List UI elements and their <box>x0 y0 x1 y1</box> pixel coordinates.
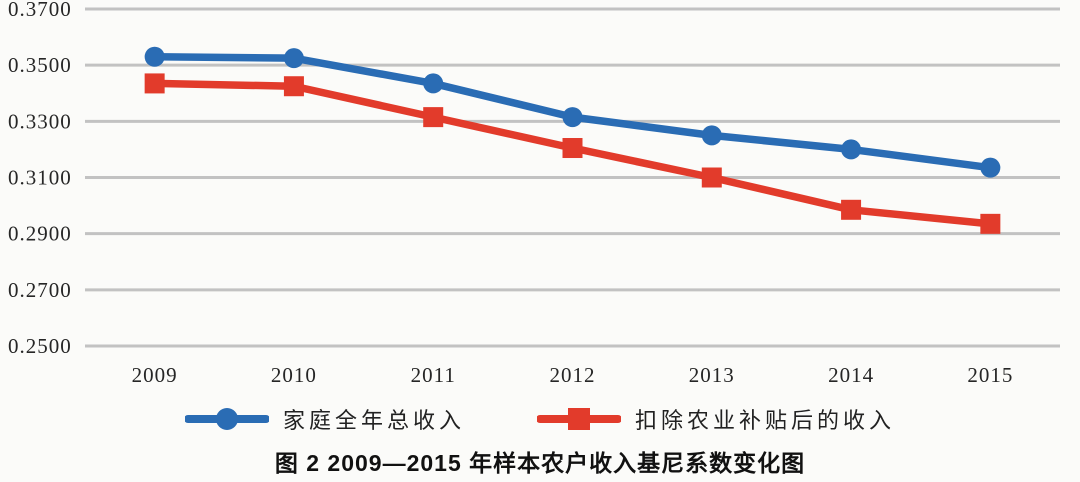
chart-legend: 家庭全年总收入 扣除农业补贴后的收入 <box>0 396 1080 442</box>
legend-label-total-income: 家庭全年总收入 <box>282 408 465 433</box>
figure-caption: 图 2 2009—2015 年样本农户收入基尼系数变化图 <box>274 450 806 476</box>
data-point-marker <box>423 73 444 94</box>
data-point-marker <box>144 73 165 94</box>
data-point-marker <box>144 46 165 67</box>
data-point-marker <box>283 76 304 97</box>
y-tick-label: 0.2900 <box>8 222 72 246</box>
x-tick-label: 2009 <box>132 363 178 387</box>
data-point-marker <box>562 138 583 159</box>
x-tick-label: 2013 <box>689 363 735 387</box>
x-tick-label: 2012 <box>550 363 596 387</box>
data-point-marker <box>980 213 1001 234</box>
x-tick-label: 2011 <box>411 363 456 387</box>
y-tick-label: 0.3700 <box>8 0 72 21</box>
legend-item-total-income: 家庭全年总收入 <box>184 403 465 435</box>
data-point-marker <box>841 199 862 220</box>
legend-item-income-after-subsidy: 扣除农业补贴后的收入 <box>537 403 895 435</box>
data-point-marker <box>283 48 304 69</box>
x-tick-label: 2010 <box>271 363 317 387</box>
x-tick-label: 2014 <box>828 363 874 387</box>
x-tick-label: 2015 <box>967 363 1013 387</box>
data-point-marker <box>701 167 722 188</box>
y-tick-label: 0.2700 <box>8 278 72 302</box>
legend-marker-square-icon <box>537 408 621 430</box>
legend-label-income-after-subsidy: 扣除农业补贴后的收入 <box>635 408 896 433</box>
legend-marker-circle-icon <box>184 408 269 430</box>
data-point-marker <box>562 107 583 128</box>
data-point-marker <box>841 139 862 160</box>
data-point-marker <box>980 157 1001 178</box>
y-tick-label: 0.3100 <box>8 166 72 190</box>
y-tick-label: 0.3500 <box>8 53 72 77</box>
y-tick-label: 0.3300 <box>8 109 72 133</box>
data-point-marker <box>423 107 444 128</box>
data-point-marker <box>701 125 722 146</box>
y-tick-label: 0.2500 <box>8 334 72 358</box>
line-chart: 0.3700 0.3500 0.3300 0.3100 0.2900 0.2700 0.25… <box>8 0 1060 387</box>
